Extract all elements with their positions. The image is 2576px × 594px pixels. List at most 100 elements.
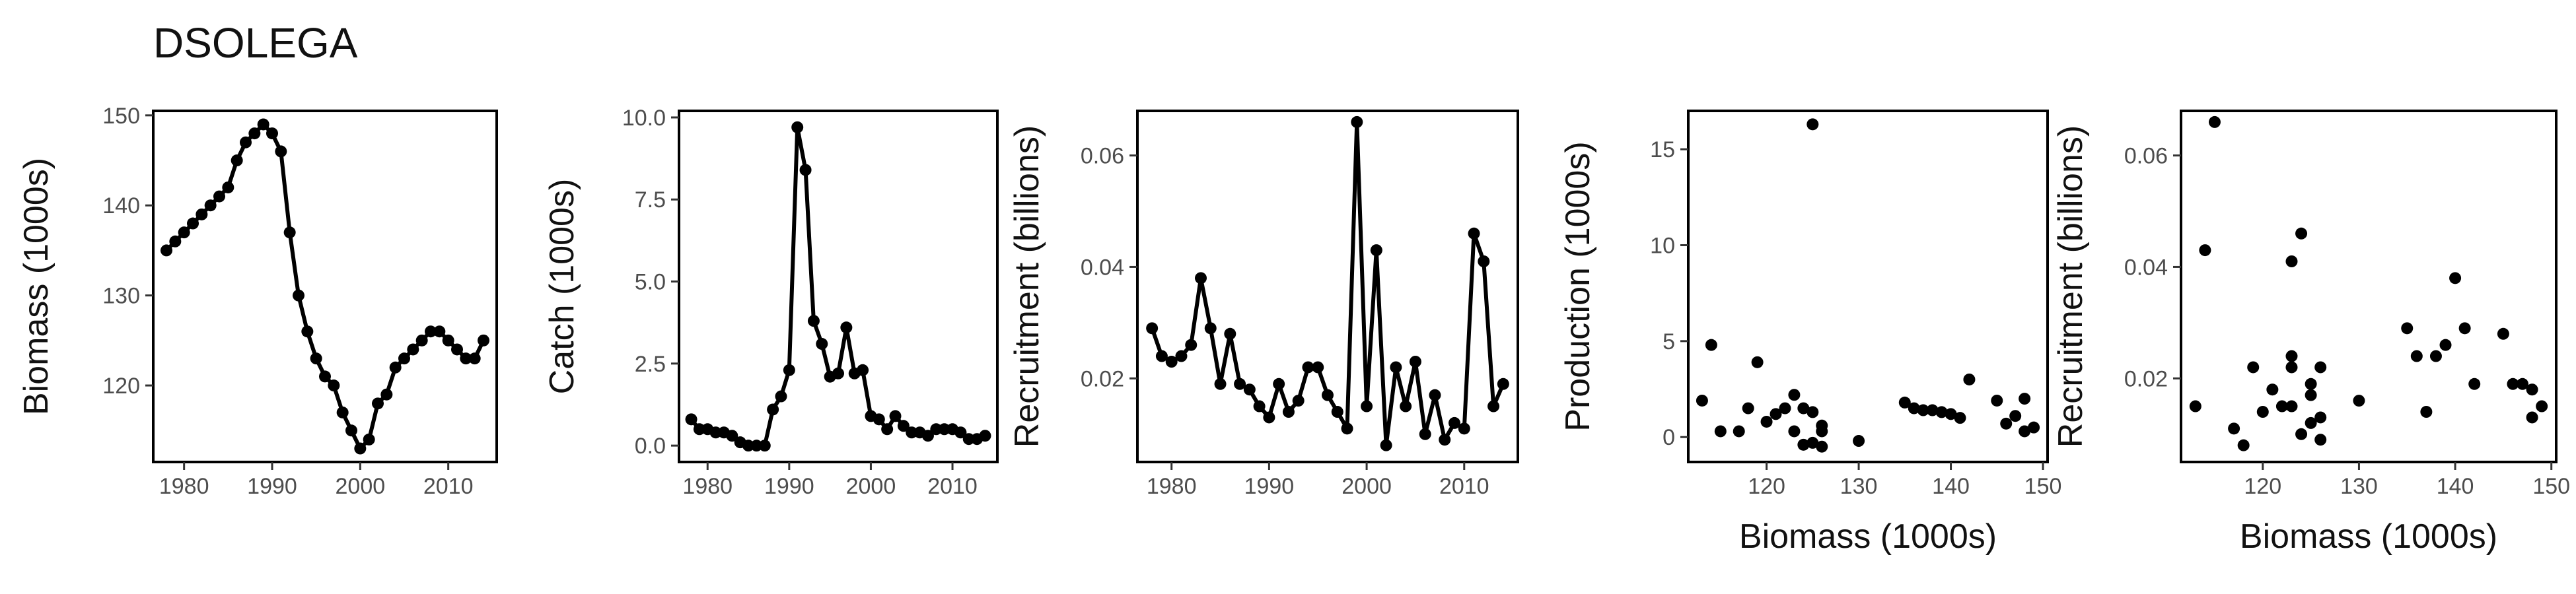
data-point	[1361, 400, 1373, 412]
data-point	[1705, 339, 1717, 351]
data-point	[816, 338, 828, 350]
data-point	[2353, 395, 2365, 407]
x-tick-label: 1980	[1147, 474, 1197, 499]
y-tick-label: 2.5	[635, 352, 666, 377]
data-point	[962, 433, 975, 446]
data-point	[1945, 408, 1957, 420]
data-point	[1991, 394, 2003, 407]
data-point	[345, 424, 357, 437]
data-point	[1195, 272, 1207, 284]
figure-title: DSOLEGA	[153, 19, 358, 67]
data-point	[1954, 412, 1966, 424]
data-point	[433, 325, 446, 338]
data-point	[1468, 227, 1480, 240]
data-point	[1214, 378, 1227, 390]
y-tick-label: 0.06	[1081, 144, 1124, 169]
data-point	[293, 289, 304, 302]
data-point	[169, 235, 182, 248]
data-point	[954, 426, 967, 439]
data-point	[415, 334, 428, 346]
data-point	[1331, 406, 1343, 418]
y-tick-label: 0	[1663, 425, 1675, 450]
panel-biomass-time: 1980 1990 2000 2010 120 130 140 150 Biomass (100…	[17, 104, 498, 499]
data-point	[2237, 439, 2250, 451]
panel-catch-time: 1980 1990 2000 2010 0.0 2.5 5.0 7.5 10.0 Catch (1…	[543, 106, 999, 499]
x-tick-label: 1980	[159, 474, 209, 499]
data-point	[1742, 402, 1754, 414]
data-point	[2285, 400, 2298, 412]
data-point	[196, 208, 208, 220]
y-tick-label: 10.0	[622, 106, 666, 131]
data-point	[889, 410, 902, 422]
y-axis-title: Biomass (1000s)	[17, 158, 55, 415]
data-point	[2199, 244, 2211, 257]
y-tick-label: 130	[102, 284, 140, 309]
data-point	[1807, 406, 1819, 418]
data-point	[301, 325, 314, 338]
x-tick-label: 2000	[846, 474, 896, 499]
data-point	[1788, 389, 1801, 401]
y-tick-label: 0.0	[635, 434, 666, 459]
data-point	[1273, 378, 1285, 390]
data-point	[2019, 425, 2031, 438]
data-point	[2019, 393, 2031, 405]
data-point	[240, 136, 252, 148]
data-point	[1714, 425, 1727, 438]
data-point	[1853, 435, 1865, 447]
data-point	[1816, 425, 1828, 438]
data-point	[1449, 416, 1460, 429]
data-point	[1439, 434, 1451, 446]
data-point	[178, 226, 190, 239]
data-point	[231, 154, 243, 167]
data-point	[1292, 395, 1305, 407]
data-point	[248, 127, 261, 140]
y-axis-title: Production (1000s)	[1559, 141, 1597, 431]
data-point	[2275, 400, 2288, 412]
x-tick-label: 120	[2244, 474, 2281, 499]
data-point	[1779, 402, 1791, 414]
data-point	[275, 145, 287, 158]
data-point	[310, 352, 322, 365]
data-point	[742, 440, 755, 452]
panel-recruitment-biomass: 120 130 140 150 0.02 0.04 0.06 Recruitment (bil…	[2052, 110, 2570, 556]
y-tick-label: 140	[102, 193, 140, 218]
x-tick-label: 130	[1840, 474, 1878, 499]
x-tick-label: 2010	[423, 474, 474, 499]
data-point	[979, 430, 991, 442]
data-point	[1760, 415, 1773, 428]
data-point	[1312, 361, 1324, 374]
data-point	[372, 397, 384, 410]
data-point	[1155, 350, 1168, 362]
data-point	[1926, 404, 1939, 416]
data-point	[1478, 255, 1490, 267]
data-point	[1380, 439, 1392, 451]
data-point	[775, 390, 787, 403]
data-point	[257, 118, 269, 131]
data-point	[425, 325, 437, 338]
data-point	[1341, 422, 1353, 435]
data-point	[204, 199, 217, 212]
data-point	[1807, 436, 1819, 449]
x-tick-label: 2010	[1439, 474, 1489, 499]
data-point	[389, 361, 402, 374]
x-tick-label: 2010	[927, 474, 978, 499]
y-tick-label: 5	[1663, 329, 1675, 354]
data-point	[1797, 438, 1810, 451]
panel-border	[2180, 110, 2558, 463]
data-point	[2449, 272, 2462, 284]
data-point	[1788, 425, 1801, 438]
y-axis-title: Recruitment (billions)	[1008, 125, 1046, 447]
data-point	[442, 334, 454, 346]
data-point	[2526, 383, 2538, 396]
data-point	[319, 370, 331, 383]
data-point	[1935, 406, 1948, 418]
data-point	[2314, 361, 2327, 374]
data-point	[1390, 361, 1402, 374]
panel-border	[152, 110, 498, 463]
data-point	[709, 426, 722, 439]
data-point	[921, 430, 934, 442]
data-point	[1400, 400, 1412, 412]
data-point	[832, 367, 844, 380]
data-point	[1429, 389, 1441, 401]
data-point	[2295, 428, 2308, 440]
